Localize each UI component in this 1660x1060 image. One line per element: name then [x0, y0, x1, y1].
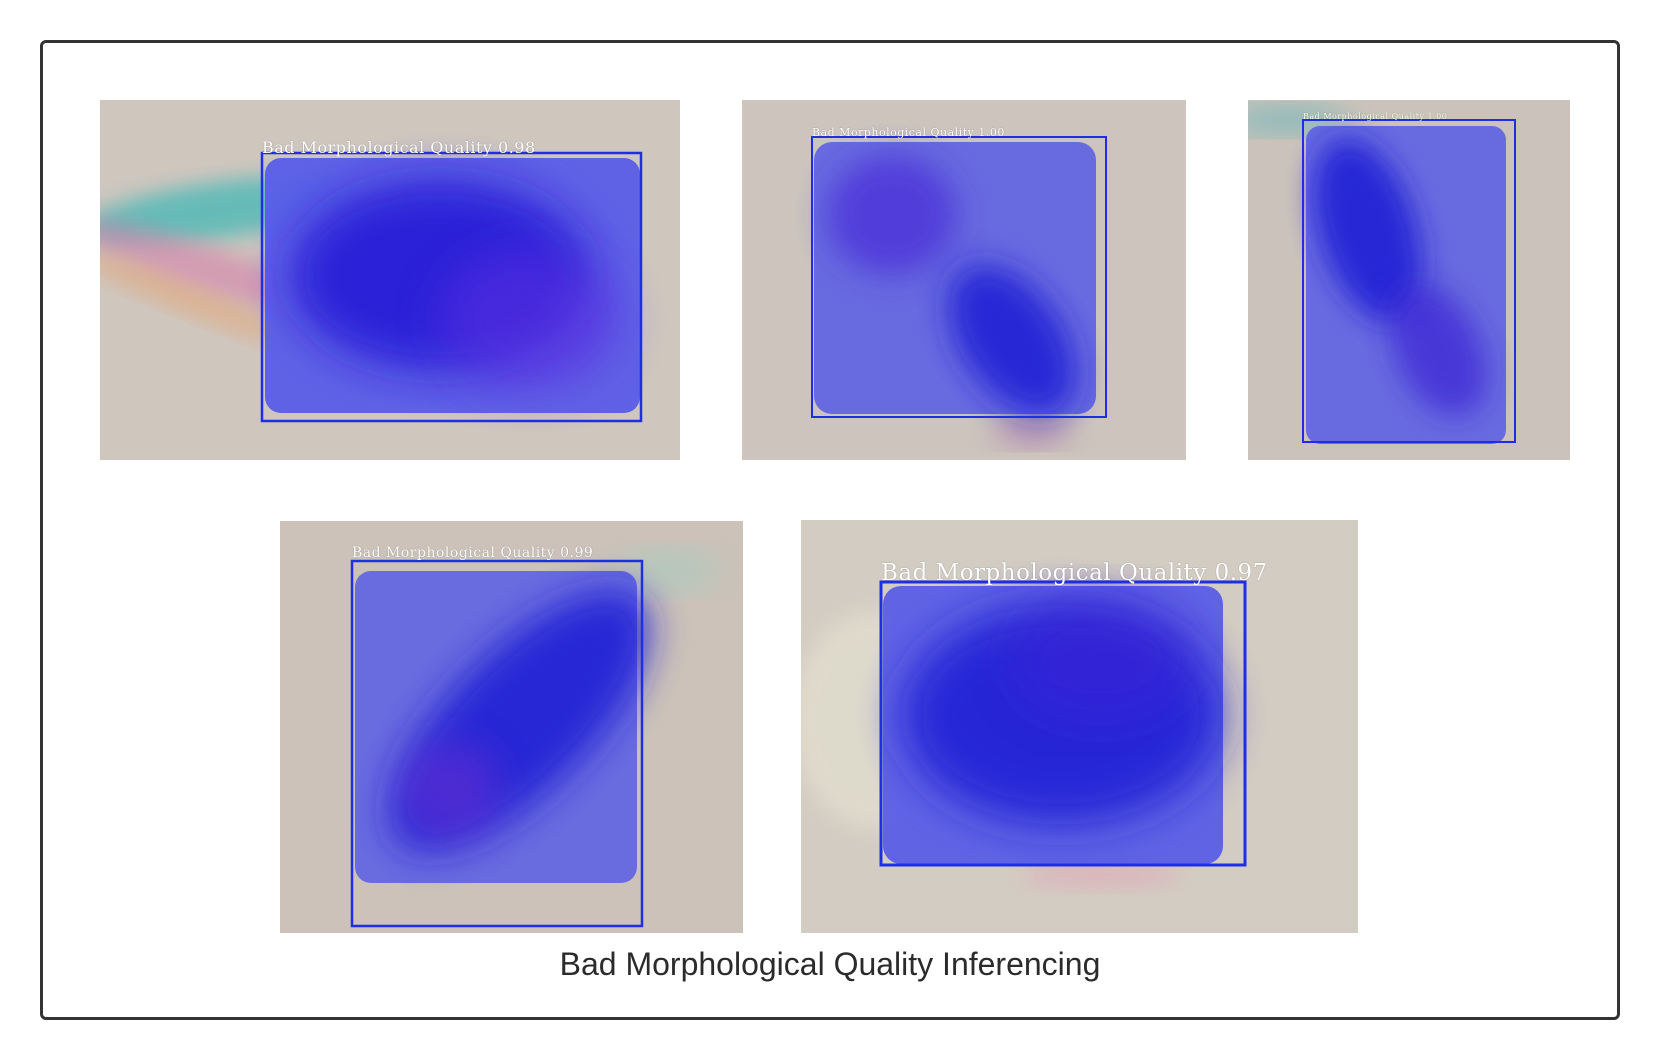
inference-image-2: Bad Morphological Quality 1.00	[742, 100, 1186, 460]
inference-image-4: Bad Morphological Quality 0.99	[280, 521, 743, 933]
inference-image-1: Bad Morphological Quality 0.98	[100, 100, 680, 460]
detection-label: Bad Morphological Quality 0.99	[352, 545, 594, 561]
detection-label: Bad Morphological Quality 0.98	[262, 138, 536, 157]
inference-image-1-graphic	[100, 100, 680, 460]
inference-image-2-graphic	[742, 100, 1186, 460]
detection-label: Bad Morphological Quality 0.97	[881, 560, 1268, 586]
detection-label: Bad Morphological Quality 1.00	[812, 126, 1005, 139]
inference-image-4-graphic	[280, 521, 743, 933]
figure-caption: Bad Morphological Quality Inferencing	[559, 946, 1101, 982]
inference-image-3: Bad Morphological Quality 1.00	[1248, 100, 1570, 460]
inference-image-5-graphic	[801, 520, 1358, 933]
inference-image-3-graphic	[1248, 100, 1570, 460]
detection-label: Bad Morphological Quality 1.00	[1303, 112, 1448, 121]
inference-image-5: Bad Morphological Quality 0.97	[801, 520, 1358, 933]
